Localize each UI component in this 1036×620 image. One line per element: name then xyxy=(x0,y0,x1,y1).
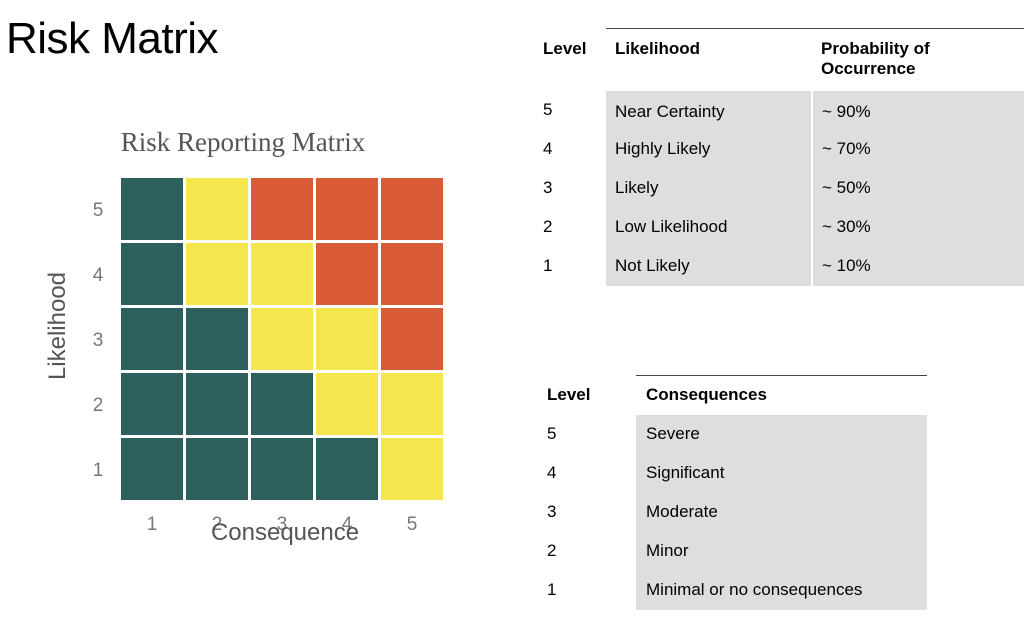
matrix-cell-red xyxy=(251,178,313,240)
level-cell: 1 xyxy=(547,580,557,599)
consequence-row: 3 Moderate xyxy=(544,492,927,532)
y-tick-label: 2 xyxy=(93,395,104,416)
y-tick-label: 5 xyxy=(93,200,104,221)
matrix-cell-yellow xyxy=(381,438,443,500)
likelihood-row: 3 Likely ~ 50% xyxy=(540,168,1024,208)
y-axis-label: Likelihood xyxy=(44,272,71,380)
level-cell: 4 xyxy=(543,139,553,158)
y-tick-labels: 1 2 3 4 5 xyxy=(93,200,104,481)
matrix-cell-red xyxy=(316,243,378,305)
likelihood-cell: Near Certainty xyxy=(606,90,813,130)
matrix-cell-green xyxy=(121,178,183,240)
matrix-cell-green xyxy=(251,373,313,435)
consequence-row: 5 Severe xyxy=(544,414,927,454)
matrix-cell-red xyxy=(381,308,443,370)
level-cell: 4 xyxy=(547,463,557,482)
likelihood-row: 4 Highly Likely ~ 70% xyxy=(540,129,1024,169)
consequence-cell: Minimal or no consequences xyxy=(636,570,927,610)
probability-cell: ~ 30% xyxy=(812,207,1024,247)
level-cell: 5 xyxy=(547,424,557,443)
likelihood-row: 1 Not Likely ~ 10% xyxy=(540,246,1024,286)
matrix-cell-red xyxy=(381,178,443,240)
y-tick-label: 1 xyxy=(93,460,104,481)
likelihood-cell: Likely xyxy=(606,168,813,208)
matrix-cell-red xyxy=(316,178,378,240)
matrix-cell-red xyxy=(381,243,443,305)
probability-cell: ~ 70% xyxy=(812,129,1024,169)
consequence-row: 2 Minor xyxy=(544,531,927,571)
x-tick-label: 4 xyxy=(342,514,353,535)
x-tick-labels: 1 2 3 4 5 xyxy=(147,514,418,535)
likelihood-cell: Not Likely xyxy=(606,246,813,286)
matrix-cell-green xyxy=(186,373,248,435)
matrix-cell-green xyxy=(121,438,183,500)
matrix-cell-yellow xyxy=(186,243,248,305)
matrix-cell-green xyxy=(121,243,183,305)
risk-matrix-chart: Risk Reporting Matrix 1 2 3 4 5 1 2 3 4 5 Conseq… xyxy=(44,127,443,546)
level-cell: 2 xyxy=(547,541,557,560)
level-cell: 1 xyxy=(543,256,553,275)
matrix-cell-green xyxy=(251,438,313,500)
matrix-cell-green xyxy=(186,308,248,370)
matrix-cell-green xyxy=(186,438,248,500)
likelihood-row: 2 Low Likelihood ~ 30% xyxy=(540,207,1024,247)
likelihood-cell: Low Likelihood xyxy=(606,207,813,247)
level-cell: 3 xyxy=(543,178,553,197)
x-tick-label: 3 xyxy=(277,514,288,535)
matrix-cell-yellow xyxy=(381,373,443,435)
matrix-cell-green xyxy=(121,373,183,435)
consequence-table-header: Level Consequences xyxy=(544,375,927,415)
matrix-cell-yellow xyxy=(186,178,248,240)
header-consequences: Consequences xyxy=(636,375,927,415)
consequence-cell: Severe xyxy=(636,414,927,454)
level-cell: 5 xyxy=(543,100,553,119)
header-level: Level xyxy=(543,38,587,58)
consequence-row: 1 Minimal or no consequences xyxy=(544,570,927,610)
likelihood-table: Level Likelihood Probability of Occurren… xyxy=(540,28,1024,286)
y-tick-label: 3 xyxy=(93,330,104,351)
x-axis-label: Consequence xyxy=(211,519,359,546)
probability-cell: ~ 50% xyxy=(812,168,1024,208)
consequence-cell: Minor xyxy=(636,531,927,571)
likelihood-table-header: Level Likelihood Probability of Occurren… xyxy=(540,28,1024,91)
header-level: Level xyxy=(547,385,591,404)
consequence-table: Level Consequences 5 Severe 4 Significan… xyxy=(544,375,927,610)
matrix-cell-yellow xyxy=(316,373,378,435)
matrix-cell-yellow xyxy=(251,243,313,305)
level-cell: 2 xyxy=(543,217,553,236)
consequence-cell: Moderate xyxy=(636,492,927,532)
x-tick-label: 1 xyxy=(147,514,158,535)
consequence-row: 4 Significant xyxy=(544,453,927,493)
page-title: Risk Matrix xyxy=(6,14,219,63)
consequence-cell: Significant xyxy=(636,453,927,493)
matrix-cell-green xyxy=(121,308,183,370)
header-likelihood: Likelihood xyxy=(606,28,812,91)
x-tick-label: 5 xyxy=(407,514,418,535)
y-tick-label: 4 xyxy=(93,265,104,286)
probability-cell: ~ 90% xyxy=(812,90,1024,130)
x-tick-label: 2 xyxy=(212,514,223,535)
likelihood-cell: Highly Likely xyxy=(606,129,813,169)
header-probability: Probability of Occurrence xyxy=(812,28,1024,91)
level-cell: 3 xyxy=(547,502,557,521)
matrix-cell-green xyxy=(316,438,378,500)
chart-title: Risk Reporting Matrix xyxy=(121,127,366,157)
likelihood-row: 5 Near Certainty ~ 90% xyxy=(540,90,1024,130)
probability-cell: ~ 10% xyxy=(812,246,1024,286)
matrix-cell-yellow xyxy=(316,308,378,370)
matrix-cell-yellow xyxy=(251,308,313,370)
matrix-cells xyxy=(121,178,443,500)
